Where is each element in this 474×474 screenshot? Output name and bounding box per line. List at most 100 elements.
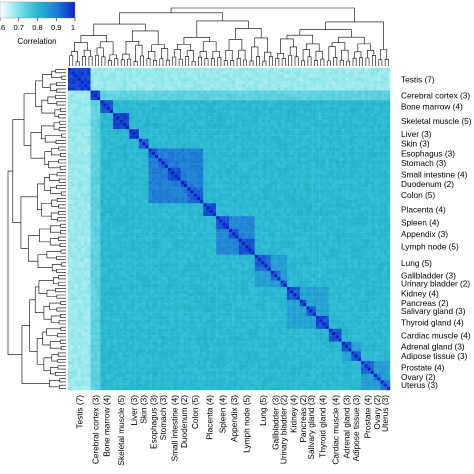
heatmap-cell bbox=[270, 161, 275, 165]
heatmap-cell bbox=[71, 135, 75, 139]
heatmap-cell bbox=[370, 154, 375, 159]
heatmap-cell bbox=[270, 154, 275, 159]
heatmap-cell bbox=[377, 71, 381, 75]
heatmap-cell bbox=[241, 154, 246, 159]
heatmap-cell bbox=[96, 161, 101, 165]
heatmap-cell bbox=[264, 135, 268, 139]
heatmap-cell bbox=[74, 125, 78, 130]
heatmap-cell bbox=[154, 100, 159, 104]
heatmap-cell bbox=[274, 71, 278, 75]
heatmap-cell bbox=[225, 132, 230, 136]
heatmap-cell bbox=[90, 177, 94, 181]
heatmap-cell bbox=[71, 138, 75, 143]
heatmap-cell bbox=[251, 129, 255, 133]
dendrogram-branch bbox=[60, 262, 66, 267]
heatmap-cell bbox=[177, 84, 181, 88]
heatmap-cell bbox=[335, 68, 339, 72]
heatmap-cell bbox=[167, 142, 172, 146]
heatmap-cell bbox=[187, 145, 191, 149]
heatmap-cell bbox=[338, 93, 342, 98]
heatmap-cell bbox=[286, 158, 291, 162]
heatmap-cell bbox=[96, 132, 101, 136]
heatmap-cell bbox=[261, 187, 265, 191]
heatmap-cell bbox=[113, 180, 117, 185]
heatmap-cell bbox=[187, 171, 191, 175]
heatmap-cell bbox=[90, 148, 94, 152]
heatmap-cell bbox=[151, 158, 156, 162]
heatmap-cell bbox=[132, 106, 136, 111]
heatmap-cell bbox=[148, 96, 152, 101]
heatmap-cell bbox=[167, 90, 172, 94]
heatmap-cell bbox=[90, 154, 94, 159]
heatmap-cell bbox=[171, 190, 175, 194]
heatmap-cell bbox=[68, 203, 72, 207]
heatmap-cell bbox=[254, 93, 259, 98]
heatmap-cell bbox=[286, 138, 291, 143]
heatmap-cell bbox=[193, 132, 197, 136]
heatmap-cell bbox=[286, 106, 291, 111]
heatmap-cell bbox=[216, 68, 220, 72]
heatmap-cell bbox=[248, 138, 252, 143]
heatmap-cell bbox=[332, 87, 336, 91]
heatmap-cell bbox=[380, 171, 384, 175]
heatmap-cell bbox=[261, 84, 265, 88]
heatmap-cell bbox=[158, 138, 162, 143]
heatmap-cell bbox=[219, 109, 223, 114]
heatmap-cell bbox=[71, 142, 75, 146]
heatmap-cell bbox=[283, 206, 288, 210]
heatmap-cell bbox=[380, 180, 384, 185]
heatmap-cell bbox=[145, 71, 149, 75]
heatmap-cell bbox=[290, 158, 294, 162]
heatmap-cell bbox=[80, 142, 85, 146]
heatmap-cell bbox=[77, 80, 82, 85]
heatmap-cell bbox=[161, 193, 165, 197]
heatmap-cell bbox=[154, 135, 159, 139]
heatmap-cell bbox=[303, 177, 307, 181]
dendrogram-branch bbox=[59, 378, 66, 383]
heatmap-cell bbox=[322, 93, 326, 98]
heatmap-cell bbox=[196, 135, 201, 139]
heatmap-cell bbox=[206, 183, 210, 188]
heatmap-cell bbox=[232, 203, 236, 207]
heatmap-cell bbox=[74, 68, 78, 72]
heatmap-cell bbox=[264, 84, 268, 88]
heatmap-cell bbox=[132, 196, 136, 201]
heatmap-cell bbox=[351, 206, 355, 210]
heatmap-cell bbox=[238, 148, 243, 152]
heatmap-cell bbox=[261, 183, 265, 188]
heatmap-cell bbox=[241, 167, 246, 172]
heatmap-cell bbox=[225, 174, 230, 178]
heatmap-cell bbox=[315, 219, 320, 223]
heatmap-cell bbox=[129, 71, 133, 75]
heatmap-cell bbox=[100, 193, 104, 197]
heatmap-cell bbox=[309, 200, 313, 204]
heatmap-cell bbox=[132, 90, 136, 94]
heatmap-cell bbox=[312, 219, 317, 223]
heatmap-cell bbox=[222, 161, 226, 165]
heatmap-cell bbox=[193, 87, 197, 91]
heatmap-cell bbox=[84, 116, 88, 120]
heatmap-cell bbox=[370, 183, 375, 188]
heatmap-cell bbox=[90, 90, 94, 94]
heatmap-cell bbox=[335, 109, 339, 114]
heatmap-cell bbox=[193, 154, 197, 159]
heatmap-cell bbox=[93, 74, 98, 78]
dendrogram-branch bbox=[133, 61, 138, 66]
heatmap-cell bbox=[357, 135, 362, 139]
heatmap-cell bbox=[293, 96, 297, 101]
heatmap-cell bbox=[354, 74, 358, 78]
heatmap-cell bbox=[322, 71, 326, 75]
heatmap-cell bbox=[277, 135, 281, 139]
heatmap-cell bbox=[286, 145, 291, 149]
heatmap-cell bbox=[174, 219, 178, 223]
heatmap-cell bbox=[332, 154, 336, 159]
heatmap-cell bbox=[232, 80, 236, 85]
heatmap-cell bbox=[77, 71, 82, 75]
heatmap-cell bbox=[122, 148, 127, 152]
heatmap-cell bbox=[138, 138, 143, 143]
heatmap-cell bbox=[315, 177, 320, 181]
heatmap-cell bbox=[229, 90, 233, 94]
heatmap-cell bbox=[312, 193, 317, 197]
heatmap-cell bbox=[241, 135, 246, 139]
heatmap-cell bbox=[299, 174, 304, 178]
